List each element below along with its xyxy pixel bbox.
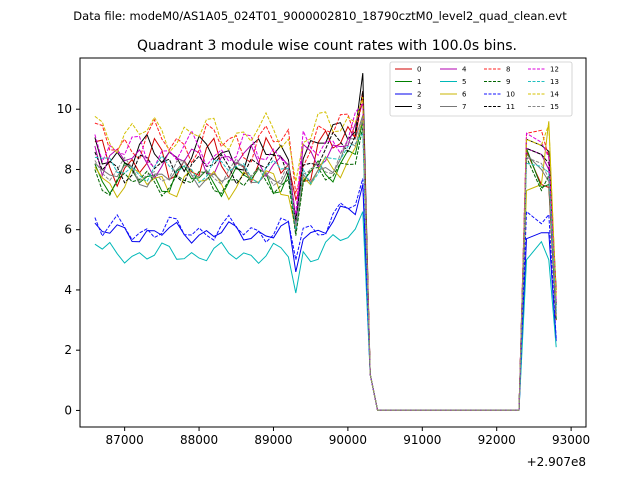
plot-frame <box>79 57 587 428</box>
legend-box <box>389 61 573 117</box>
legend-label-6: 6 <box>462 91 467 99</box>
legend-label-2: 2 <box>417 91 421 99</box>
y-tick-label: 2 <box>64 343 72 357</box>
legend-label-1: 1 <box>417 78 421 86</box>
series-line-3 <box>94 73 557 411</box>
series-line-7 <box>94 115 557 411</box>
x-tick-label: 87000 <box>106 433 144 447</box>
series-line-15 <box>94 118 557 411</box>
series-line-10 <box>94 178 557 411</box>
legend-label-13: 13 <box>550 78 559 86</box>
legend-label-0: 0 <box>417 66 421 74</box>
y-tick-label: 8 <box>64 162 72 176</box>
legend-label-4: 4 <box>462 66 467 74</box>
legend-label-7: 7 <box>462 103 466 111</box>
legend-label-3: 3 <box>417 103 421 111</box>
chart-title: Quadrant 3 module wise count rates with … <box>137 38 517 54</box>
x-tick-label: 90000 <box>329 433 367 447</box>
y-tick-label: 6 <box>64 223 72 237</box>
x-tick-label: 93000 <box>552 433 590 447</box>
series-line-8 <box>94 97 557 411</box>
legend-label-8: 8 <box>506 66 510 74</box>
y-tick-label: 0 <box>64 403 72 417</box>
legend-label-15: 15 <box>550 103 559 111</box>
x-tick-label: 88000 <box>180 433 218 447</box>
series-line-14 <box>94 97 557 411</box>
legend-label-14: 14 <box>550 91 559 99</box>
y-tick-label: 10 <box>57 102 72 116</box>
legend-label-9: 9 <box>506 78 510 86</box>
series-line-5 <box>94 211 557 411</box>
x-offset-label: +2.907e8 <box>527 455 586 469</box>
x-tick-label: 91000 <box>403 433 441 447</box>
series-line-1 <box>94 121 557 411</box>
x-tick-label: 89000 <box>254 433 292 447</box>
series-layer <box>94 73 557 411</box>
legend-label-5: 5 <box>462 78 466 86</box>
axes-layer: 87000 88000 89000 90000 91000 92000 93000 0 2 4 6 8… <box>57 102 590 447</box>
legend-label-12: 12 <box>550 66 559 74</box>
chart-suptitle: Data file: modeM0/AS1A05_024T01_90000028… <box>73 9 567 23</box>
series-line-12 <box>94 101 557 411</box>
series-line-11 <box>94 91 557 411</box>
y-tick-label: 4 <box>64 283 72 297</box>
series-line-9 <box>94 127 557 411</box>
plot-area <box>80 58 586 427</box>
series-line-13 <box>94 131 557 411</box>
legend-label-11: 11 <box>506 103 515 111</box>
x-tick-label: 92000 <box>478 433 516 447</box>
legend-label-10: 10 <box>506 91 515 99</box>
